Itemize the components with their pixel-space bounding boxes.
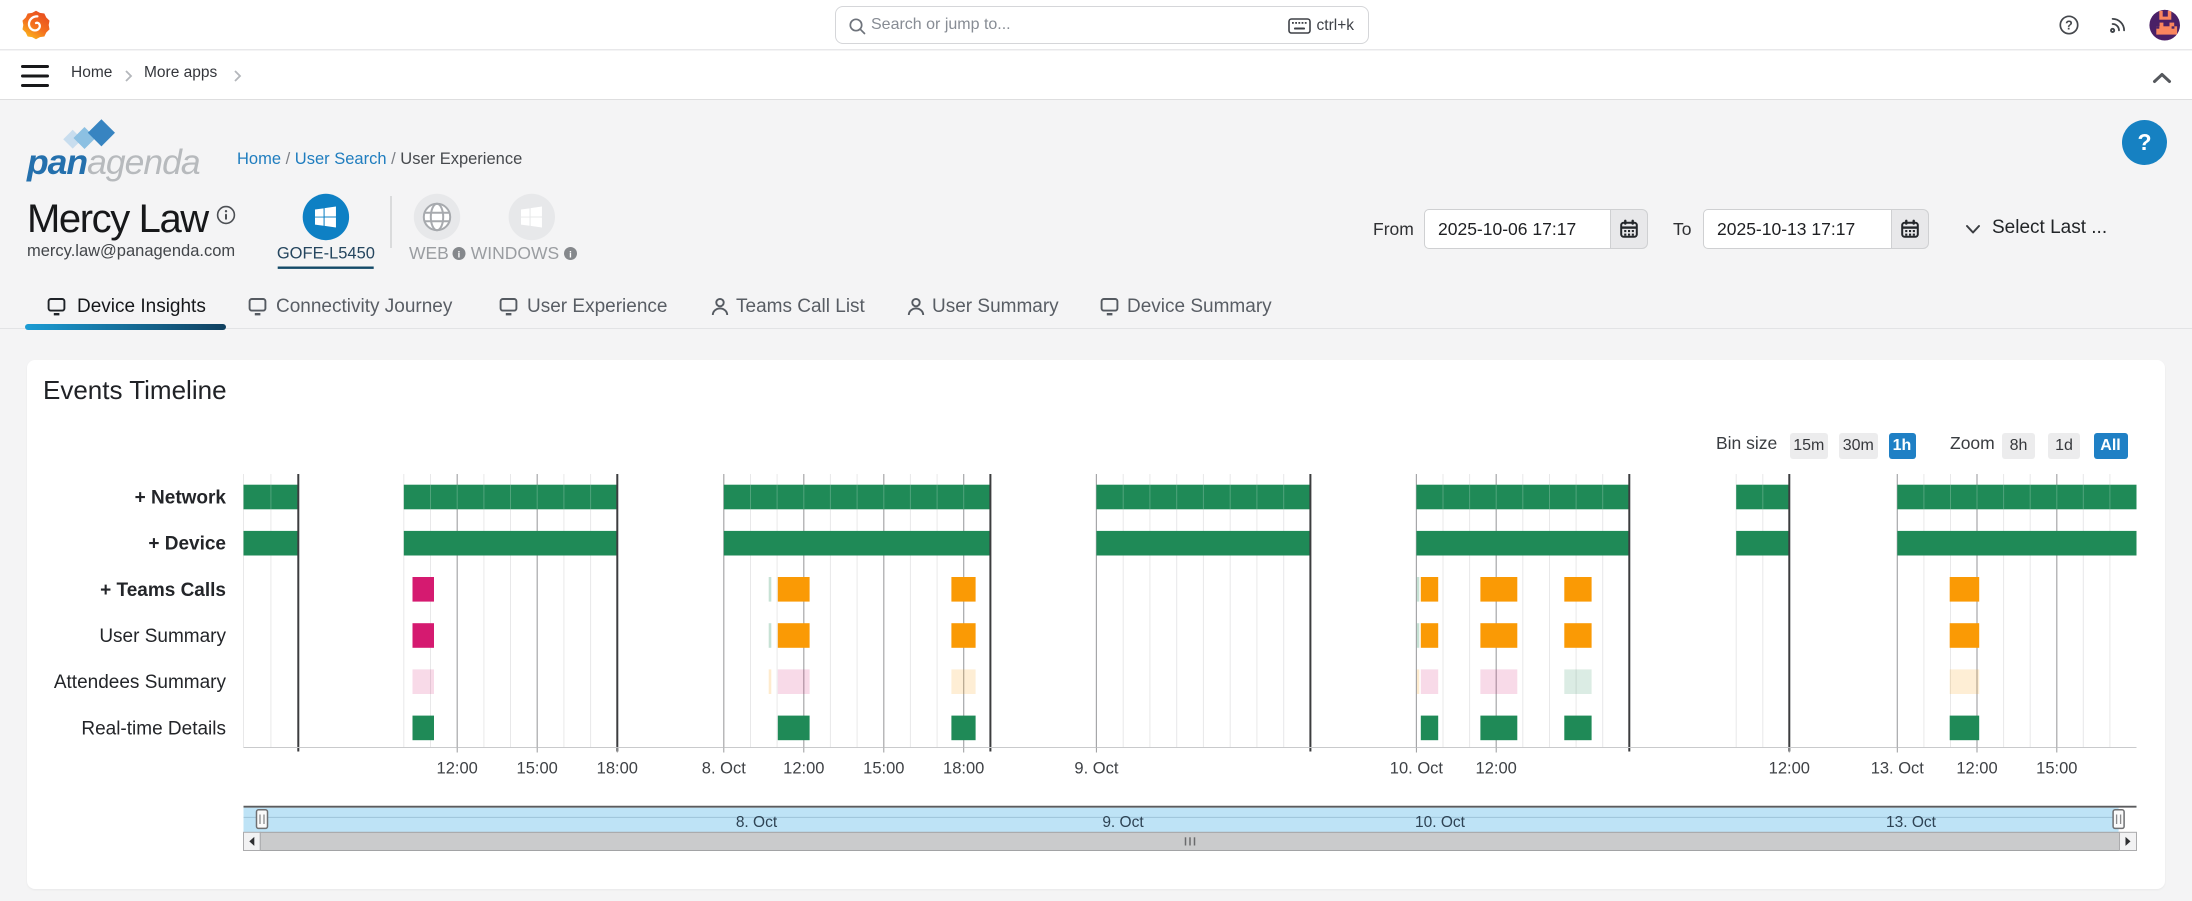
svg-text:+ Device: + Device <box>148 534 226 555</box>
svg-text:18:00: 18:00 <box>943 760 984 778</box>
svg-text:Real-time Details: Real-time Details <box>81 718 226 739</box>
svg-text:WINDOWS: WINDOWS <box>471 243 559 263</box>
svg-text:15:00: 15:00 <box>517 760 558 778</box>
svg-text:10. Oct: 10. Oct <box>1415 814 1466 831</box>
svg-text:+ Network: + Network <box>135 488 227 509</box>
svg-text:panagenda: panagenda <box>26 142 200 182</box>
svg-text:12:00: 12:00 <box>1476 760 1517 778</box>
svg-text:15:00: 15:00 <box>2036 760 2077 778</box>
svg-text:8. Oct: 8. Oct <box>736 814 778 831</box>
svg-text:12:00: 12:00 <box>1769 760 1810 778</box>
svg-text:+ Teams Calls: + Teams Calls <box>100 580 226 601</box>
svg-text:User Summary: User Summary <box>99 626 226 647</box>
svg-text:i: i <box>458 250 461 261</box>
svg-text:?: ? <box>2065 19 2073 33</box>
svg-text:12:00: 12:00 <box>437 760 478 778</box>
svg-text:Attendees Summary: Attendees Summary <box>54 672 227 693</box>
svg-text:13. Oct: 13. Oct <box>1886 814 1937 831</box>
svg-text:GOFE-L5450: GOFE-L5450 <box>277 245 375 263</box>
svg-text:10. Oct: 10. Oct <box>1390 760 1444 778</box>
svg-text:i: i <box>569 250 572 261</box>
svg-text:13. Oct: 13. Oct <box>1871 760 1925 778</box>
svg-text:12:00: 12:00 <box>1956 760 1997 778</box>
svg-text:8. Oct: 8. Oct <box>702 760 746 778</box>
svg-text:WEB: WEB <box>409 243 449 263</box>
svg-text:9. Oct: 9. Oct <box>1102 814 1144 831</box>
svg-text:9. Oct: 9. Oct <box>1074 760 1118 778</box>
svg-text:15:00: 15:00 <box>863 760 904 778</box>
svg-text:18:00: 18:00 <box>597 760 638 778</box>
svg-text:12:00: 12:00 <box>783 760 824 778</box>
